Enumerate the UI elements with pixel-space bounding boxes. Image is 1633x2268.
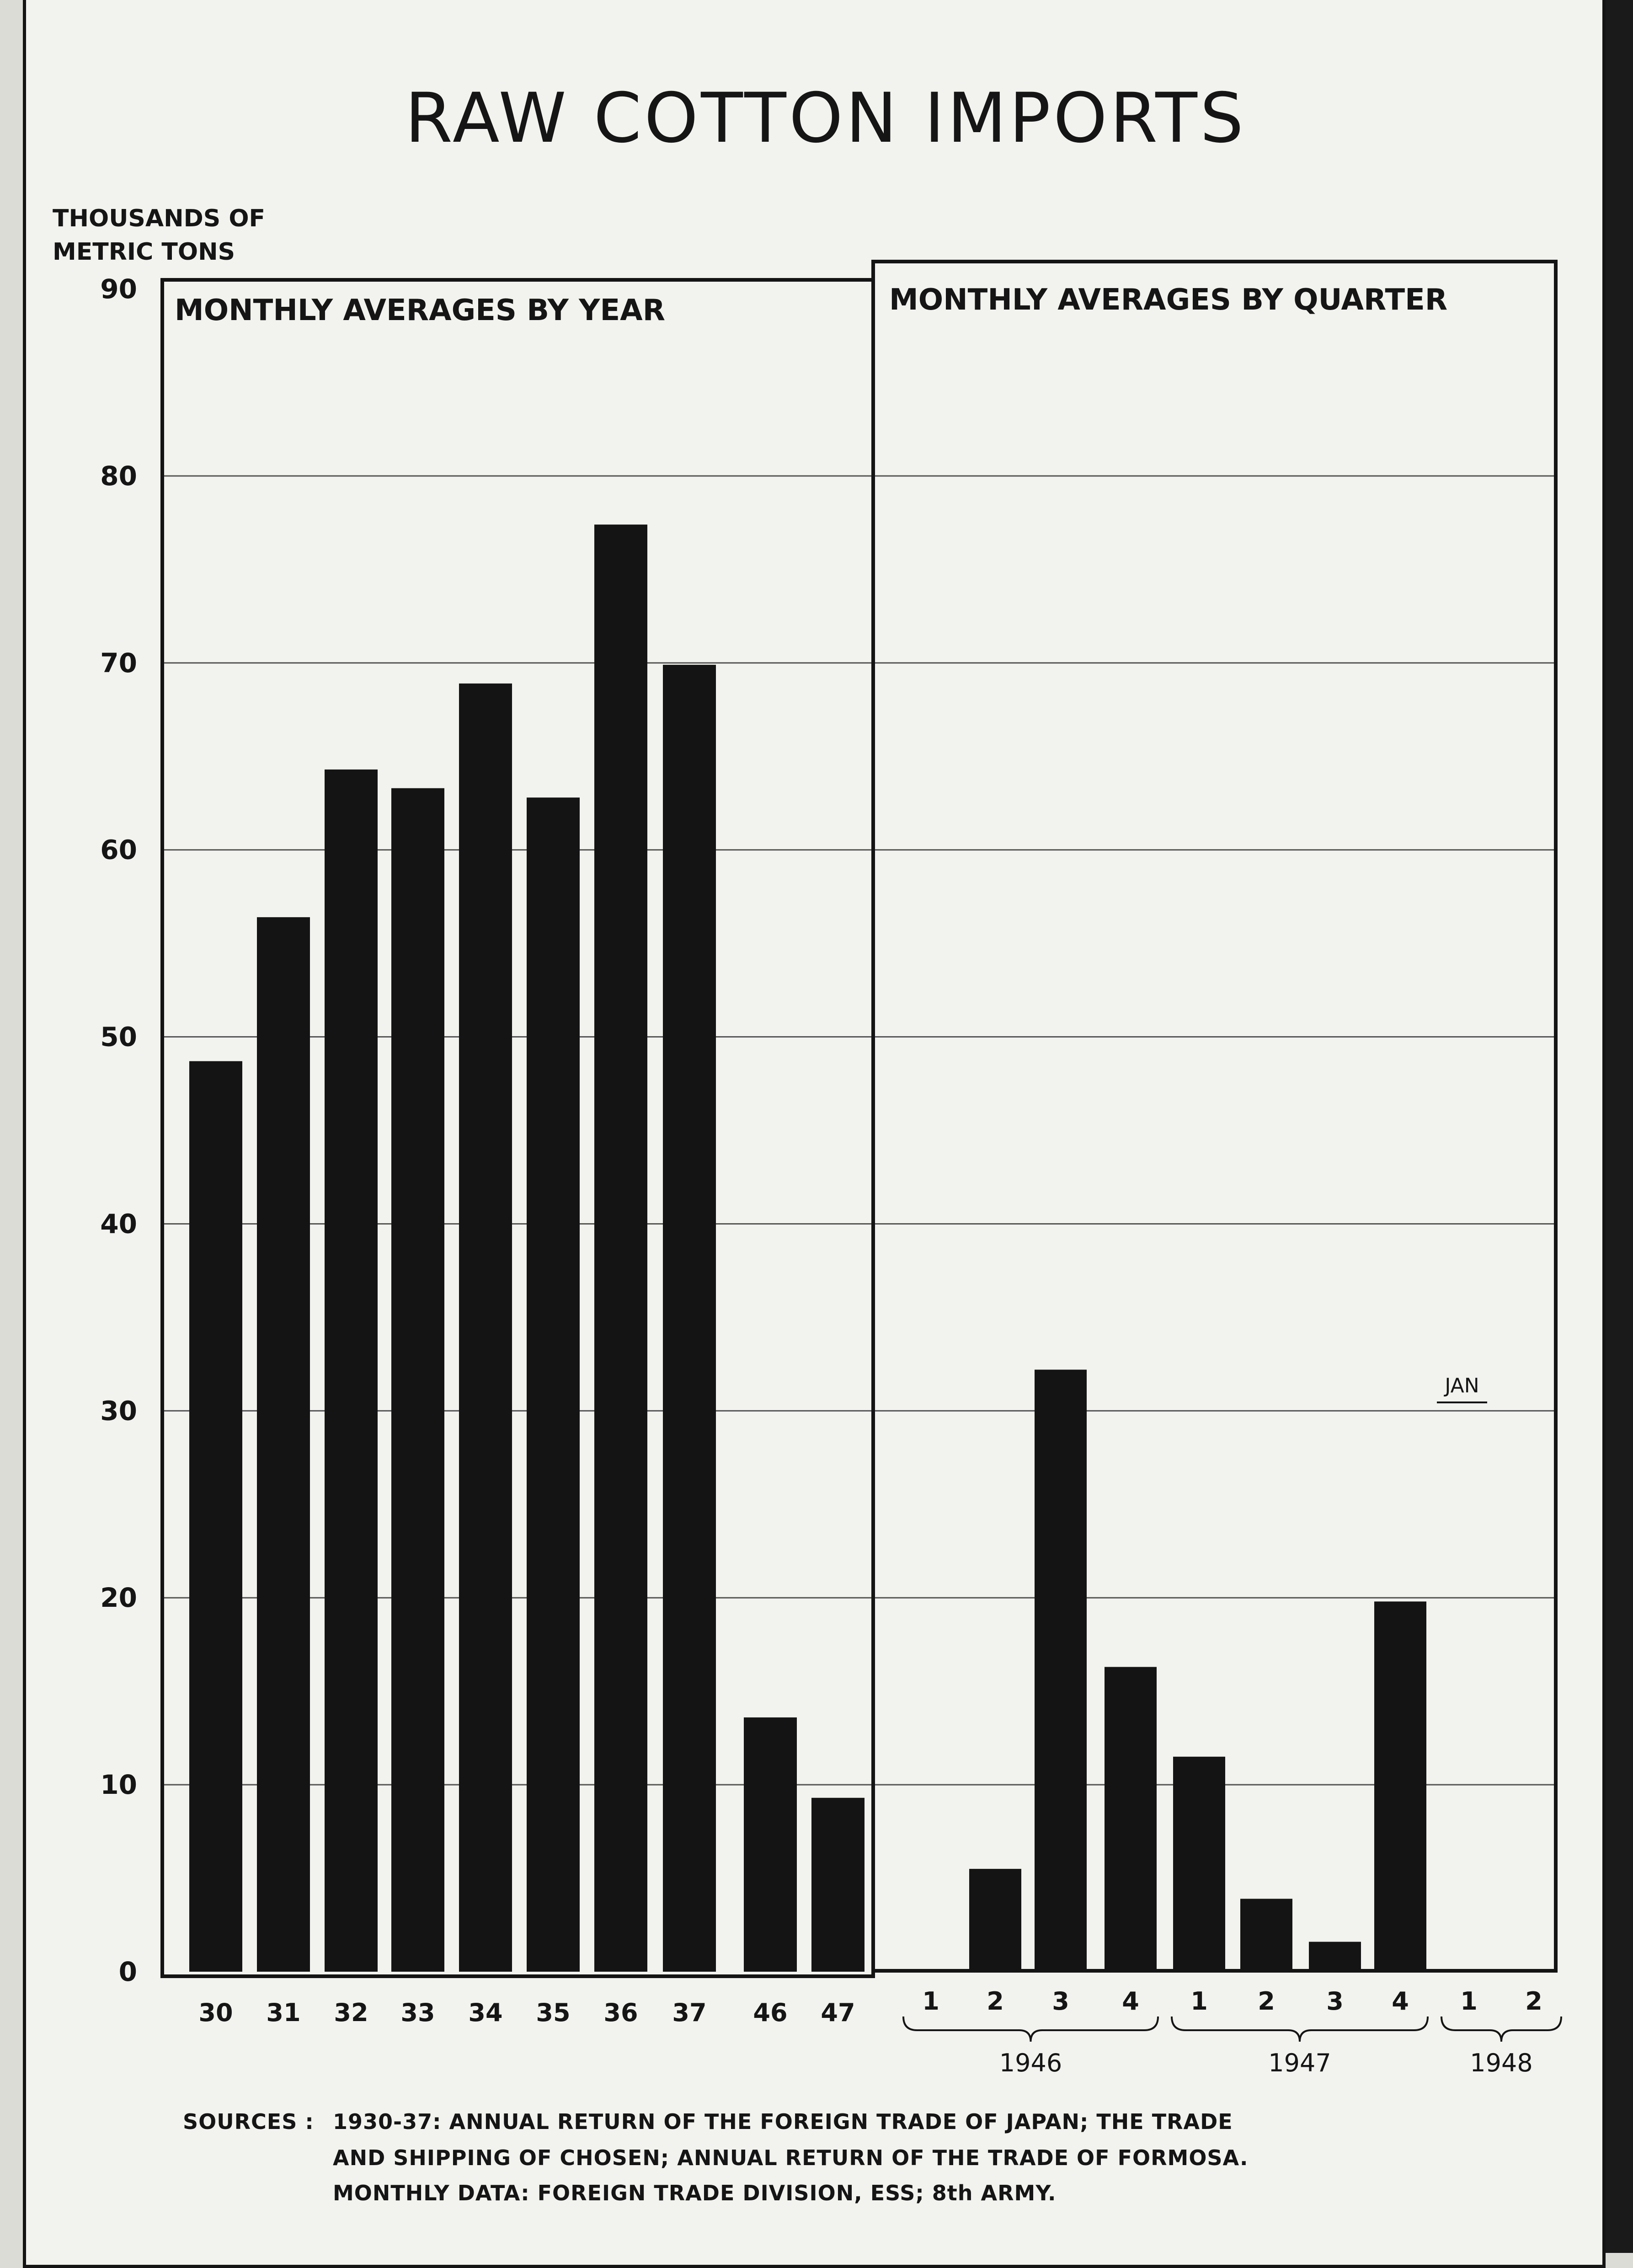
y-tick-50: 50	[100, 1022, 137, 1053]
y-axis-label-line-2: METRIC TONS	[53, 238, 235, 266]
x-tick-quarter-9: 1	[1460, 1987, 1478, 2016]
year-group-braces: 1946 1947 1948	[902, 2016, 1562, 2077]
bar-quarter-5	[1173, 1756, 1225, 1972]
y-tick-40: 40	[100, 1208, 137, 1239]
y-tick-60: 60	[100, 834, 137, 866]
y-tick-70: 70	[100, 647, 137, 679]
bar-year-34	[459, 683, 512, 1972]
bar-year-33	[391, 788, 444, 1972]
left-panel-title: MONTHLY AVERAGES BY YEAR	[175, 294, 665, 327]
bar-quarter-3	[1035, 1369, 1087, 1972]
quarterly-bars	[969, 1369, 1426, 1972]
bar-year-31	[257, 917, 310, 1972]
x-tick-quarter-6: 2	[1258, 1987, 1275, 2016]
x-tick-year-47: 47	[821, 1998, 855, 2027]
group-label-1946: 1946	[999, 2049, 1062, 2077]
bar-year-36	[594, 524, 647, 1972]
x-tick-quarter-8: 4	[1392, 1987, 1409, 2016]
bar-quarter-4	[1105, 1667, 1157, 1972]
x-tick-quarter-7: 3	[1326, 1987, 1344, 2016]
x-tick-year-46: 46	[753, 1998, 787, 2027]
scan-edge	[1606, 0, 1633, 2253]
sources-line-2: AND SHIPPING OF CHOSEN; ANNUAL RETURN OF…	[333, 2145, 1249, 2170]
brace-1947	[1171, 2016, 1429, 2042]
x-tick-quarter-10: 2	[1525, 1987, 1542, 2016]
x-tick-quarter-2: 2	[987, 1987, 1004, 2016]
yearly-bars	[189, 524, 865, 1972]
x-tick-quarter-1: 1	[922, 1987, 939, 2016]
sources-line-3: MONTHLY DATA: FOREIGN TRADE DIVISION, ES…	[333, 2181, 1057, 2205]
y-tick-80: 80	[100, 460, 137, 492]
x-tick-quarter-4: 4	[1122, 1987, 1139, 2016]
x-tick-year-36: 36	[603, 1998, 638, 2027]
bar-quarter-8	[1374, 1601, 1426, 1972]
x-tick-year-31: 31	[266, 1998, 300, 2027]
bar-year-46	[744, 1717, 797, 1972]
right-panel-gridlines	[875, 475, 1554, 1786]
bar-year-30	[189, 1061, 242, 1972]
quarter-category-labels: 1 2 3 4 1 2 3 4 1 2	[922, 1987, 1542, 2016]
y-tick-20: 20	[100, 1582, 137, 1613]
group-label-1948: 1948	[1470, 2049, 1532, 2077]
x-tick-year-34: 34	[468, 1998, 502, 2027]
sources-label: SOURCES :	[183, 2109, 314, 2134]
yearly-category-labels: 30 31 32 33 34 35 36 37 46 47	[198, 1998, 855, 2027]
brace-1946	[902, 2016, 1159, 2042]
jan-annotation: JAN	[1443, 1374, 1479, 1397]
y-axis-label-line-1: THOUSANDS OF	[53, 205, 265, 232]
group-label-1947: 1947	[1268, 2049, 1331, 2077]
bar-year-35	[527, 797, 580, 1972]
bar-year-32	[325, 769, 378, 1972]
x-tick-year-30: 30	[198, 1998, 233, 2027]
y-tick-10: 10	[100, 1769, 137, 1800]
bar-year-37	[663, 664, 716, 1972]
x-tick-quarter-5: 1	[1190, 1987, 1208, 2016]
chart-title: RAW COTTON IMPORTS	[405, 79, 1246, 158]
sources-line-1: 1930-37: ANNUAL RETURN OF THE FOREIGN TR…	[333, 2109, 1233, 2134]
x-tick-year-35: 35	[536, 1998, 570, 2027]
x-tick-quarter-3: 3	[1052, 1987, 1069, 2016]
brace-1948	[1441, 2016, 1562, 2042]
x-tick-year-33: 33	[400, 1998, 435, 2027]
bar-quarter-7	[1309, 1942, 1361, 1972]
x-tick-year-37: 37	[672, 1998, 706, 2027]
y-tick-90: 90	[100, 273, 137, 305]
y-tick-30: 30	[100, 1395, 137, 1426]
y-axis-ticks: 0 10 20 30 40 50 60 70 80 90	[100, 273, 137, 1987]
right-panel-frame	[871, 260, 1558, 1973]
bar-quarter-2	[969, 1869, 1021, 1972]
bar-year-47	[811, 1797, 865, 1972]
right-panel-title: MONTHLY AVERAGES BY QUARTER	[889, 283, 1447, 317]
x-tick-year-32: 32	[334, 1998, 368, 2027]
bar-quarter-6	[1240, 1899, 1292, 1972]
y-tick-0: 0	[119, 1956, 137, 1987]
